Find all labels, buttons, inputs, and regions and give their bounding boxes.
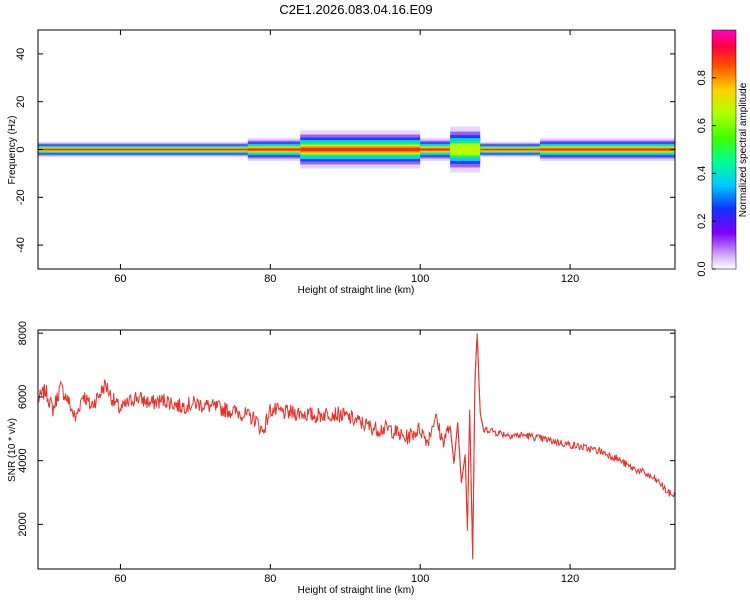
top-x-tick-label: 60 <box>114 273 126 285</box>
spectrogram-band-segment <box>300 147 421 152</box>
top-y-tick-label: 40 <box>15 48 27 60</box>
top-x-tick-label: 120 <box>561 273 579 285</box>
top-y-tick-label: 20 <box>15 96 27 108</box>
top-y-axis: 40 20 0 -20 -40 <box>15 48 675 253</box>
bottom-x-axis-label: Height of straight line (km) <box>298 585 415 596</box>
bottom-y-tick-label: 4000 <box>17 448 29 472</box>
spectrogram-band <box>38 126 675 173</box>
colorbar-tick-label: 0.2 <box>696 214 708 229</box>
bottom-x-tick-label: 100 <box>411 573 429 585</box>
snr-panel: 60 80 100 120 8000 6000 4000 2000 Height of st… <box>7 321 676 596</box>
top-x-axis-label: Height of straight line (km) <box>298 285 415 296</box>
bottom-y-tick-label: 2000 <box>17 512 29 536</box>
colorbar-label: Normalized spectral amplitude <box>738 82 749 217</box>
spectrogram-band-segment <box>420 148 451 151</box>
bottom-y-tick-label: 6000 <box>17 385 29 409</box>
colorbar: 0.0 0.2 0.4 0.6 0.8 Normalized spectral ampl… <box>696 29 749 277</box>
top-x-tick-label: 100 <box>411 273 429 285</box>
bottom-plot-frame <box>37 329 676 570</box>
colorbar-tick-label: 0.4 <box>696 166 708 181</box>
spectrogram-band-segment <box>450 143 481 156</box>
top-y-tick-label: -40 <box>15 237 27 253</box>
colorbar-gradient <box>711 29 737 270</box>
bottom-y-axis-label: SNR (10 * v/v) <box>7 418 18 482</box>
top-y-tick-label: 0 <box>15 146 27 152</box>
snr-series-line <box>38 340 675 556</box>
top-y-tick-label: -20 <box>15 189 27 205</box>
colorbar-tick-label: 0.8 <box>696 70 708 85</box>
bottom-x-tick-label: 80 <box>264 573 276 585</box>
colorbar-ticks: 0.0 0.2 0.4 0.6 0.8 <box>696 70 716 277</box>
snr-oscillation-line <box>449 333 485 560</box>
top-x-tick-label: 80 <box>264 273 276 285</box>
bottom-x-tick-label: 120 <box>561 573 579 585</box>
spectrogram-band-segment <box>247 148 301 151</box>
spectrogram-panel: 60 80 100 120 40 20 0 -20 -40 Height of straigh… <box>7 29 676 296</box>
bottom-y-axis: 8000 6000 4000 2000 <box>17 321 675 537</box>
chart-title: C2E1.2026.083.04.16.E09 <box>279 2 432 17</box>
top-y-axis-label: Frequency (Hz) <box>7 116 18 185</box>
bottom-x-tick-label: 60 <box>114 573 126 585</box>
spectrogram-band-segment <box>540 148 675 151</box>
top-x-axis: 60 80 100 120 <box>114 30 579 285</box>
colorbar-tick-label: 0.6 <box>696 118 708 133</box>
colorbar-tick-label: 0.0 <box>696 261 708 276</box>
bottom-x-axis: 60 80 100 120 <box>114 330 579 585</box>
spectrogram-band-segment <box>480 148 541 151</box>
spectrogram-band-segment <box>38 148 248 151</box>
bottom-y-tick-label: 8000 <box>17 321 29 345</box>
